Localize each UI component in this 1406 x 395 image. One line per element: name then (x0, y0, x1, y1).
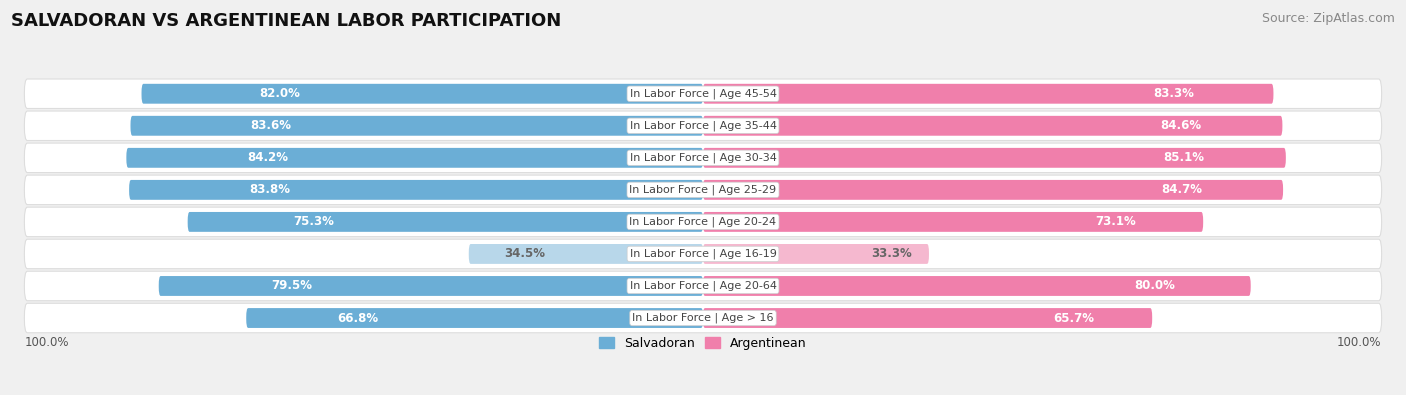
Text: 100.0%: 100.0% (24, 335, 69, 348)
Text: Source: ZipAtlas.com: Source: ZipAtlas.com (1261, 12, 1395, 25)
FancyBboxPatch shape (24, 303, 1382, 333)
FancyBboxPatch shape (468, 244, 703, 264)
Text: 85.1%: 85.1% (1163, 151, 1205, 164)
FancyBboxPatch shape (24, 239, 1382, 269)
FancyBboxPatch shape (142, 84, 703, 103)
FancyBboxPatch shape (24, 271, 1382, 301)
FancyBboxPatch shape (246, 308, 703, 328)
Text: 65.7%: 65.7% (1053, 312, 1095, 325)
Text: 83.8%: 83.8% (249, 183, 291, 196)
FancyBboxPatch shape (703, 212, 1204, 232)
Text: 33.3%: 33.3% (870, 247, 911, 260)
FancyBboxPatch shape (703, 116, 1282, 136)
FancyBboxPatch shape (127, 148, 703, 168)
FancyBboxPatch shape (129, 180, 703, 200)
Text: 100.0%: 100.0% (1337, 335, 1382, 348)
Text: 82.0%: 82.0% (259, 87, 299, 100)
FancyBboxPatch shape (703, 244, 929, 264)
FancyBboxPatch shape (24, 207, 1382, 237)
Text: 83.6%: 83.6% (250, 119, 291, 132)
FancyBboxPatch shape (703, 308, 1152, 328)
Text: 34.5%: 34.5% (505, 247, 546, 260)
Text: In Labor Force | Age 20-24: In Labor Force | Age 20-24 (630, 216, 776, 227)
Text: In Labor Force | Age 45-54: In Labor Force | Age 45-54 (630, 88, 776, 99)
FancyBboxPatch shape (24, 143, 1382, 173)
FancyBboxPatch shape (24, 111, 1382, 141)
FancyBboxPatch shape (24, 175, 1382, 205)
Text: 79.5%: 79.5% (271, 280, 312, 292)
Text: In Labor Force | Age 30-34: In Labor Force | Age 30-34 (630, 152, 776, 163)
FancyBboxPatch shape (131, 116, 703, 136)
FancyBboxPatch shape (703, 276, 1251, 296)
Text: 84.6%: 84.6% (1160, 119, 1202, 132)
Text: 66.8%: 66.8% (337, 312, 378, 325)
Text: 80.0%: 80.0% (1135, 280, 1175, 292)
FancyBboxPatch shape (703, 148, 1286, 168)
Text: 73.1%: 73.1% (1095, 215, 1136, 228)
FancyBboxPatch shape (24, 79, 1382, 109)
FancyBboxPatch shape (159, 276, 703, 296)
FancyBboxPatch shape (703, 180, 1284, 200)
FancyBboxPatch shape (703, 84, 1274, 103)
Legend: Salvadoran, Argentinean: Salvadoran, Argentinean (595, 332, 811, 355)
Text: In Labor Force | Age 35-44: In Labor Force | Age 35-44 (630, 120, 776, 131)
Text: In Labor Force | Age 20-64: In Labor Force | Age 20-64 (630, 281, 776, 291)
Text: In Labor Force | Age 25-29: In Labor Force | Age 25-29 (630, 184, 776, 195)
Text: 84.7%: 84.7% (1161, 183, 1202, 196)
Text: In Labor Force | Age > 16: In Labor Force | Age > 16 (633, 313, 773, 323)
Text: 83.3%: 83.3% (1153, 87, 1194, 100)
Text: 75.3%: 75.3% (294, 215, 335, 228)
FancyBboxPatch shape (187, 212, 703, 232)
Text: 84.2%: 84.2% (247, 151, 288, 164)
Text: In Labor Force | Age 16-19: In Labor Force | Age 16-19 (630, 249, 776, 259)
Text: SALVADORAN VS ARGENTINEAN LABOR PARTICIPATION: SALVADORAN VS ARGENTINEAN LABOR PARTICIP… (11, 12, 561, 30)
